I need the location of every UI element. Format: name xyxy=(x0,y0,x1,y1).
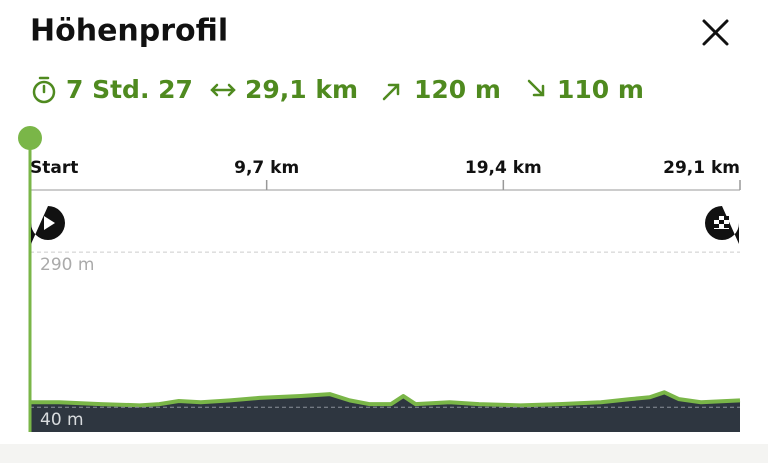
cursor-handle[interactable] xyxy=(18,126,42,150)
descent: 110 m xyxy=(557,75,644,104)
panel-title: Höhenprofil xyxy=(30,14,228,49)
start-marker xyxy=(31,206,65,244)
y-tick-label: 40 m xyxy=(40,410,84,430)
stat-icons xyxy=(32,76,545,104)
ascent: 120 m xyxy=(414,75,501,104)
distance: 29,1 km xyxy=(245,75,358,104)
y-tick-label: 290 m xyxy=(40,255,94,275)
x-tick-label: 9,7 km xyxy=(234,158,299,178)
close-button[interactable] xyxy=(702,19,729,46)
bottom-strip xyxy=(0,444,768,463)
finish-marker xyxy=(705,206,739,244)
x-tick-label: 19,4 km xyxy=(465,158,542,178)
duration: 7 Std. 27 xyxy=(66,75,193,104)
x-tick-label: Start xyxy=(30,158,78,178)
elevation-line xyxy=(30,390,741,408)
x-tick-label: 29,1 km xyxy=(663,158,740,178)
